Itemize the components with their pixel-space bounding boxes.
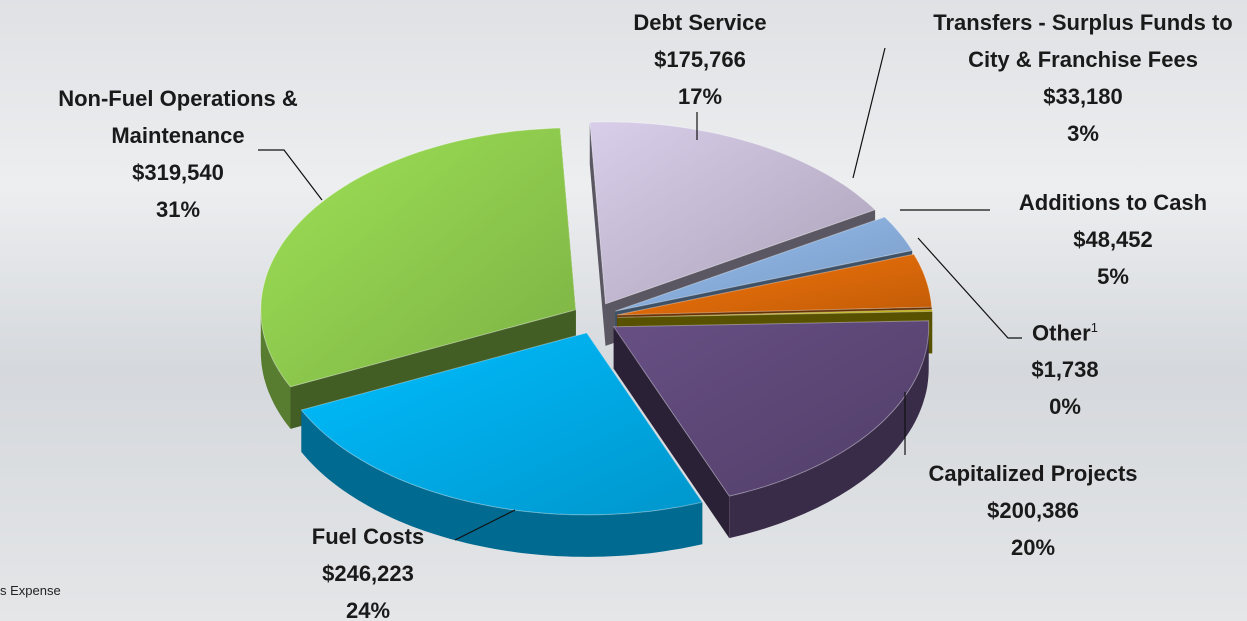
leader-line — [258, 149, 323, 201]
slice-label: Debt Service $175,766 17% — [600, 4, 800, 115]
value-label: $48,452 — [1073, 227, 1153, 252]
slice — [589, 121, 877, 305]
percent-label: 24% — [345, 598, 391, 621]
category-label: Fuel Costs — [311, 524, 425, 549]
slice-label: Transfers - Surplus Funds to City & Fran… — [923, 4, 1243, 152]
slice — [300, 332, 704, 516]
slice — [617, 308, 933, 318]
percent-label: 3% — [1067, 121, 1099, 146]
footnote-marker: 1 — [1090, 320, 1098, 335]
category-label: Non-Fuel Operations & Maintenance — [58, 86, 298, 148]
category-label: Capitalized Projects — [928, 461, 1138, 486]
leader-line — [852, 47, 886, 179]
value-label: $319,540 — [132, 160, 224, 185]
slice — [260, 127, 577, 388]
leader-line — [917, 237, 1022, 339]
slice — [615, 216, 914, 312]
percent-label: 20% — [1010, 535, 1056, 560]
category-label: Other1 — [1032, 320, 1098, 346]
slice — [616, 253, 933, 316]
footnote: s Expense — [0, 583, 61, 598]
slice-label: Non-Fuel Operations & Maintenance $319,54… — [33, 80, 323, 228]
value-label: $33,180 — [1043, 84, 1123, 109]
slice — [612, 320, 930, 497]
slice-side — [260, 309, 291, 429]
slice-label: Capitalized Projects $200,386 20% — [893, 455, 1173, 566]
slice-label: Fuel Costs $246,223 24% — [268, 518, 468, 621]
percent-label: 0% — [1049, 394, 1081, 420]
slice-label: Other1 $1,738 0% — [985, 309, 1145, 425]
slice-side — [589, 122, 606, 346]
slice-label: Additions to Cash $48,452 5% — [983, 184, 1243, 295]
value-label: $200,386 — [987, 498, 1079, 523]
slice-side — [301, 410, 703, 557]
slice-side — [613, 326, 730, 539]
category-label: Debt Service — [633, 10, 767, 35]
leader-line — [454, 509, 516, 541]
value-label: $246,223 — [322, 561, 414, 586]
percent-label: 17% — [677, 84, 723, 109]
category-label: Transfers - Surplus Funds to City & Fran… — [933, 10, 1233, 72]
value-label: $175,766 — [654, 47, 746, 72]
slice-side — [729, 326, 929, 539]
percent-label: 5% — [1097, 264, 1129, 289]
percent-label: 31% — [155, 197, 201, 222]
value-label: $1,738 — [1031, 357, 1099, 383]
category-label: Additions to Cash — [1018, 190, 1208, 215]
